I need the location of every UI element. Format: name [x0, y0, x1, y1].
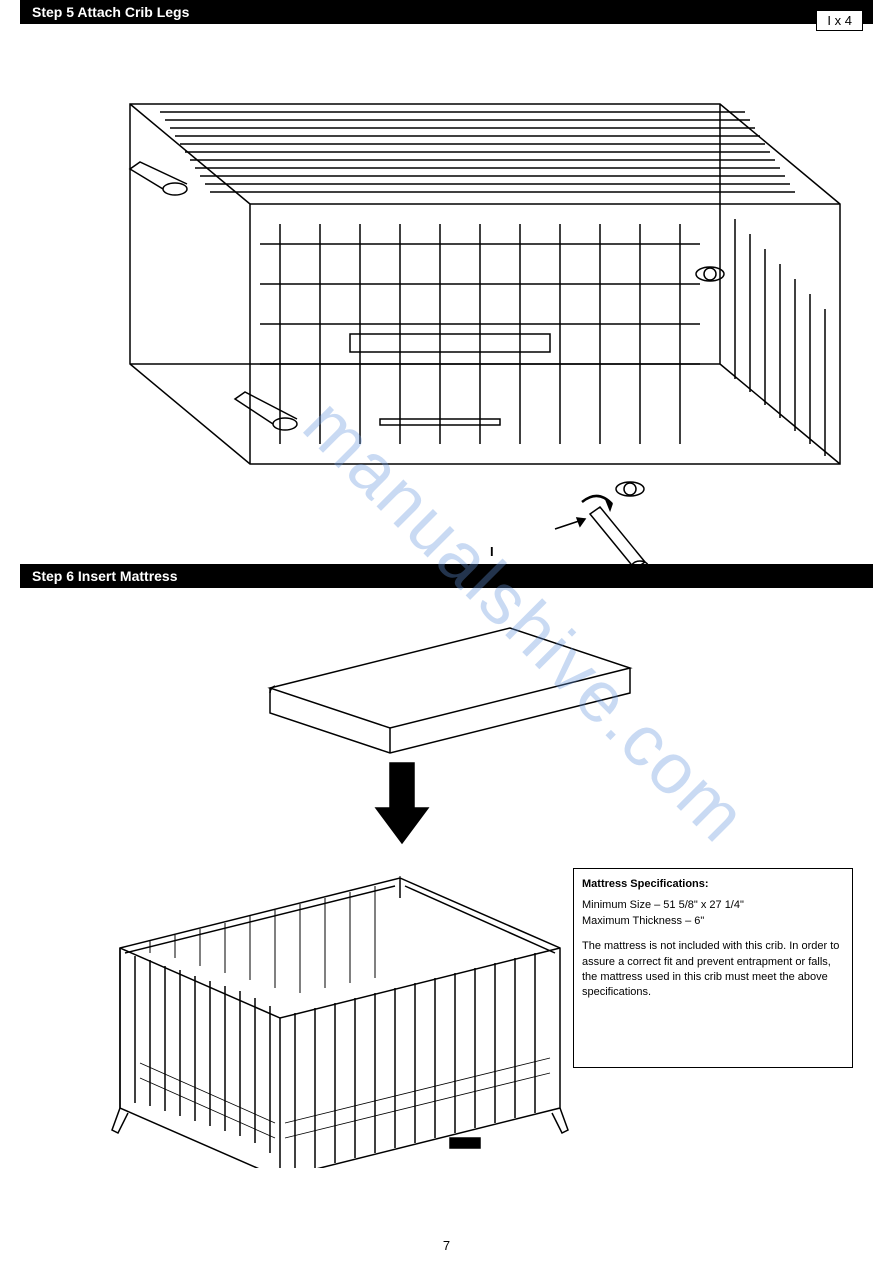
step-6-section: Step 6 Insert Mattress [0, 564, 893, 1168]
crib-legs-diagram [0, 24, 893, 564]
step-6-title: Step 6 Insert Mattress [32, 568, 178, 584]
step-5-diagram: I [0, 24, 893, 564]
step-5-part-i-label: I [490, 544, 494, 559]
mattress-spec-box: Mattress Specifications: Minimum Size – … [573, 868, 853, 1068]
mattress-spec-line2: Maximum Thickness – 6" [582, 914, 844, 929]
page-number: 7 [443, 1238, 450, 1253]
mattress-spec-body: The mattress is not included with this c… [582, 939, 844, 1001]
mattress-spec-title: Mattress Specifications: [582, 877, 844, 892]
step-6-title-bar: Step 6 Insert Mattress [20, 564, 873, 588]
mattress-spec-line1: Minimum Size – 51 5/8" x 27 1/4" [582, 898, 844, 913]
step-5-title-bar: Step 5 Attach Crib Legs [20, 0, 873, 24]
step-5-title: Step 5 Attach Crib Legs [32, 4, 189, 20]
step-5-section: Step 5 Attach Crib Legs I x 4 [0, 0, 893, 564]
step-6-diagram: Mattress Specifications: Minimum Size – … [0, 588, 893, 1168]
